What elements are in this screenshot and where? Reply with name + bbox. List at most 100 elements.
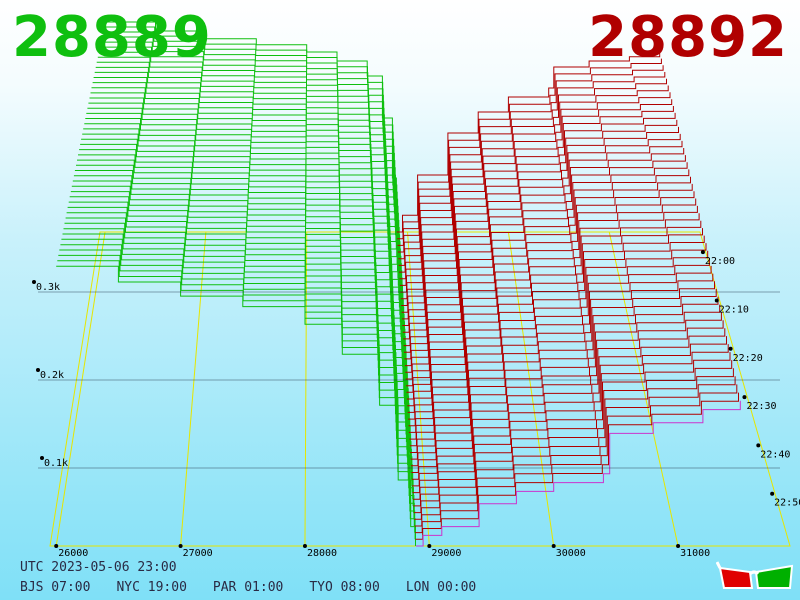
bid-depth-line — [62, 233, 414, 506]
timezone-row: BJS 07:00 NYC 19:00 PAR 01:00 TYO 08:00 LON … — [20, 580, 502, 595]
bid-depth-line — [103, 31, 398, 246]
time-tick-label: 22:10 — [719, 304, 749, 315]
price-tick-label: 31000 — [680, 548, 710, 559]
bid-depth-line — [60, 244, 415, 520]
timezone-beijing: BJS 07:00 — [20, 580, 91, 595]
bid-depth-line — [85, 118, 405, 359]
time-tick-label: 22:50 — [774, 498, 800, 509]
ask-depth-line — [413, 360, 733, 514]
time-tick-label: 22:20 — [733, 353, 763, 364]
bid-depth-line — [93, 77, 402, 306]
bid-depth-line — [56, 265, 416, 546]
time-tick-dot — [756, 443, 761, 448]
bid-depth-line — [66, 212, 412, 480]
time-tick-label: 22:30 — [746, 401, 776, 412]
depth-tick-dot — [32, 280, 36, 284]
bid-depth-line — [74, 170, 409, 426]
depth-tick-label: 0.2k — [40, 370, 64, 381]
bid-depth-line — [95, 66, 401, 293]
ask-depth-line — [399, 99, 673, 280]
bid-depth-line — [86, 112, 405, 353]
ask-depth-line — [415, 400, 741, 547]
depth-tick-dot — [40, 456, 44, 460]
bid-depth-line — [104, 26, 398, 239]
bid-depth-line — [59, 249, 415, 526]
price-tick-label: 28000 — [307, 548, 337, 559]
bid-depth-line — [79, 149, 408, 399]
price-tick-dot — [54, 544, 59, 548]
ask-depth-line — [401, 126, 679, 306]
bid-depth-line — [72, 180, 410, 440]
depth-tick-label: 0.1k — [44, 458, 68, 469]
bid-depth-line — [90, 92, 403, 326]
price-tick-label: 29000 — [431, 548, 461, 559]
timezone-tokyo: TYO 08:00 — [309, 580, 380, 595]
bid-depth-line — [58, 254, 416, 533]
timezone-london: LON 00:00 — [405, 580, 477, 595]
bid-depth-line — [99, 46, 399, 266]
bid-depth-line — [92, 82, 402, 313]
time-tick-label: 22:40 — [760, 449, 790, 460]
bid-depth-line — [91, 87, 403, 319]
depth-tick-label: 0.3k — [36, 282, 60, 293]
price-tick-dot — [302, 544, 307, 548]
best-ask-price: 28892 — [588, 5, 788, 70]
price-tick-dot — [676, 544, 681, 548]
bid-depth-line — [64, 222, 413, 493]
bid-depth-line — [71, 185, 410, 446]
price-tick-label: 26000 — [58, 548, 88, 559]
time-tick-dot — [728, 346, 733, 351]
ask-depth-line — [410, 289, 717, 453]
bid-depth-line — [82, 133, 406, 379]
bid-depth-line — [63, 228, 414, 500]
time-tick-dot — [770, 491, 775, 496]
order-book-depth-chart: 26000 27000 28000 29000 30000 31000 0.1k 0.2k 0.… — [32, 21, 800, 559]
ask-depth-line — [415, 392, 739, 540]
grid-line-price — [507, 231, 555, 547]
ask-depth-series — [396, 52, 741, 547]
price-tick-dot — [427, 544, 432, 548]
bid-depth-line — [105, 21, 397, 232]
bid-depth-line — [78, 154, 408, 406]
bid-depth-line — [87, 107, 404, 346]
bid-depth-series — [56, 21, 416, 546]
bid-depth-line — [97, 56, 400, 279]
time-tick-dot — [714, 298, 719, 303]
utc-timestamp: UTC 2023-05-06 23:00 — [20, 560, 177, 575]
ask-depth-line — [408, 265, 712, 433]
grid-line-price — [608, 231, 679, 547]
grid-line-price — [304, 231, 308, 547]
bid-depth-line — [57, 260, 416, 540]
ask-depth-line — [414, 368, 734, 520]
bid-depth-line — [73, 175, 410, 433]
price-tick-label: 27000 — [183, 548, 213, 559]
timezone-paris: PAR 01:00 — [212, 580, 284, 595]
grid-line-price — [55, 231, 106, 547]
bid-depth-line — [88, 102, 404, 339]
ask-depth-line — [400, 119, 678, 300]
bid-depth-line — [61, 238, 414, 513]
bid-depth-line — [77, 159, 408, 413]
bid-depth-line — [98, 51, 400, 273]
bid-depth-line — [68, 201, 412, 466]
bid-depth-line — [94, 71, 401, 299]
bid-depth-line — [67, 206, 412, 473]
ask-depth-line — [410, 296, 719, 460]
bid-depth-line — [100, 41, 399, 259]
bid-depth-line — [96, 61, 401, 286]
time-tick-dot — [742, 395, 747, 400]
bid-depth-line — [101, 36, 399, 252]
time-tick-dot — [700, 250, 705, 255]
price-tick-label: 30000 — [556, 548, 586, 559]
depth-tick-dot — [36, 368, 40, 372]
ask-depth-line — [412, 328, 726, 487]
bid-depth-line — [80, 143, 407, 393]
ask-depth-line — [406, 213, 700, 387]
ask-depth-line — [396, 52, 661, 233]
ask-depth-line — [402, 155, 686, 333]
bid-depth-line — [84, 123, 405, 366]
3d-glasses-icon[interactable] — [716, 558, 796, 594]
grid-border — [49, 231, 791, 547]
bid-depth-line — [65, 217, 413, 486]
timezone-newyork: NYC 19:00 — [116, 580, 187, 595]
